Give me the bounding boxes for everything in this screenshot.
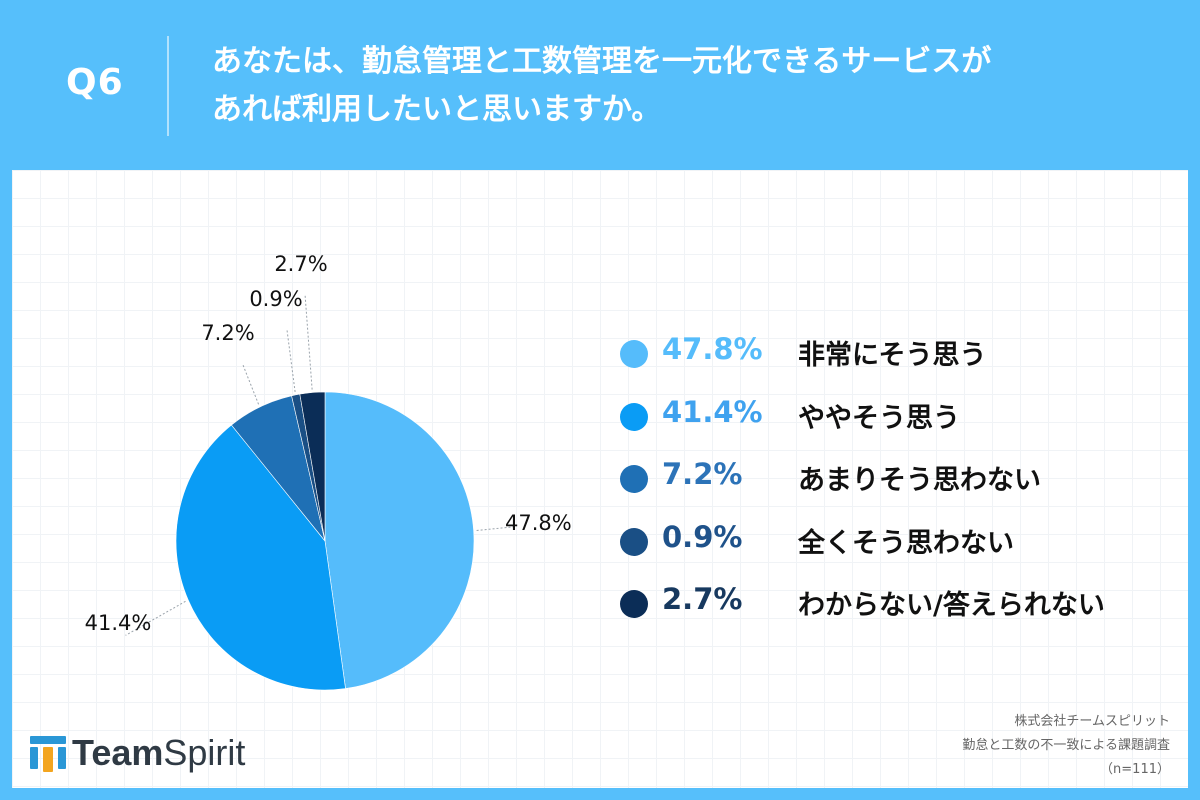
question-number: Q6 — [66, 62, 124, 103]
slice-data-label: 2.7% — [274, 252, 327, 276]
legend-label: 非常にそう思う — [798, 340, 987, 371]
slice-data-label: 47.8% — [505, 511, 572, 535]
legend-percent: 41.4% — [662, 394, 763, 429]
legend-swatch — [620, 402, 648, 431]
legend-percent: 47.8% — [662, 332, 763, 366]
legend-label: 全くそう思わない — [798, 527, 1014, 559]
pie-slice — [324, 391, 475, 689]
pie-slice — [175, 424, 346, 691]
source-sample-size: （n=111） — [1100, 762, 1170, 777]
slice-leader-line — [476, 526, 517, 532]
legend-swatch — [620, 340, 648, 368]
slice-leader-line — [286, 329, 296, 393]
source-note: 株式会社チームスピリット 勤怠と工数の不一致による課題調査 （n=111） — [962, 710, 1170, 782]
question-line-1: あなたは、勤怠管理と工数管理を一元化できるサービスが — [212, 44, 992, 79]
teamspirit-logo-text: TeamSpirit — [72, 732, 245, 774]
legend-swatch — [620, 465, 648, 493]
question-text: あなたは、勤怠管理と工数管理を一元化できるサービスが あれば利用したいと思います… — [212, 38, 1172, 134]
slice-data-label: 41.4% — [85, 611, 152, 635]
slice-data-label: 7.2% — [201, 321, 254, 345]
legend-item: 0.9% 全くそう思わない — [610, 514, 1170, 577]
slice-data-label: 0.9% — [249, 287, 302, 311]
legend-item: 7.2% あまりそう思わない — [610, 451, 1170, 514]
source-survey-title: 勤怠と工数の不一致による課題調査 — [962, 738, 1170, 753]
legend-item: 47.8% 非常にそう思う — [610, 326, 1170, 389]
legend-item: 2.7% わからない/答えられない — [610, 576, 1170, 639]
legend-swatch — [620, 590, 648, 618]
chart-legend: 47.8% 非常にそう思う 41.4% ややそう思う 7.2% あまりそう思わない 0.9%… — [610, 326, 1170, 639]
question-header: Q6 あなたは、勤怠管理と工数管理を一元化できるサービスが あれば利用したいと思… — [0, 0, 1200, 170]
logo-text-regular: Spirit — [163, 732, 246, 773]
legend-percent: 0.9% — [662, 519, 743, 554]
legend-label: ややそう思う — [798, 402, 960, 434]
logo-text-bold: Team — [72, 732, 164, 773]
legend-item: 41.4% ややそう思う — [610, 389, 1170, 452]
slice-leader-line — [304, 293, 313, 390]
legend-swatch — [620, 527, 648, 556]
legend-percent: 2.7% — [662, 582, 743, 616]
legend-label: あまりそう思わない — [798, 465, 1041, 496]
pie-slice — [299, 391, 326, 542]
source-company: 株式会社チームスピリット — [1014, 714, 1170, 729]
header-divider — [167, 36, 169, 136]
slice-leader-line — [125, 600, 186, 636]
slice-leader-line — [242, 364, 260, 405]
legend-label: わからない/答えられない — [798, 590, 1105, 621]
legend-percent: 7.2% — [662, 457, 743, 491]
question-line-2: あれば利用したいと思いますか。 — [212, 92, 662, 127]
teamspirit-logo-icon — [30, 736, 66, 772]
